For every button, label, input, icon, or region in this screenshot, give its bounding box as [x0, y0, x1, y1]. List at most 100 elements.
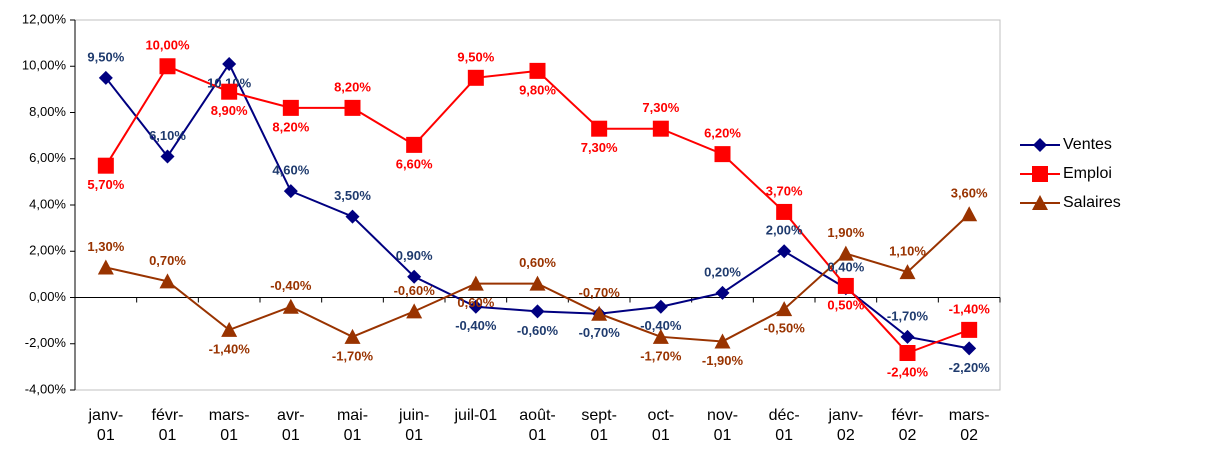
data-label: 9,50% [457, 49, 494, 64]
data-label: -0,40% [640, 318, 682, 333]
data-label: 8,90% [211, 103, 248, 118]
marker [529, 275, 546, 291]
x-tick-label: mai-01 [336, 407, 369, 444]
marker [777, 244, 792, 259]
x-tick-label: avr-01 [277, 407, 305, 444]
marker [714, 146, 731, 163]
data-label: 0,60% [457, 295, 494, 310]
data-label: 4,60% [272, 163, 309, 178]
marker [221, 321, 238, 337]
marker [529, 62, 546, 79]
data-label: 3,50% [334, 188, 371, 203]
marker [900, 329, 915, 344]
marker [406, 303, 423, 319]
marker [961, 321, 978, 338]
data-label: 1,90% [827, 225, 864, 240]
data-label: -0,50% [764, 321, 806, 336]
data-label: 10,10% [207, 75, 252, 90]
marker [653, 299, 668, 314]
marker [222, 56, 237, 71]
x-tick-label: janv-02 [828, 407, 864, 444]
data-label: 0,70% [149, 253, 186, 268]
data-label: -1,70% [640, 348, 682, 363]
y-tick-label: 10,00% [22, 58, 67, 73]
marker [283, 184, 298, 199]
data-label: -1,70% [887, 308, 929, 323]
marker [591, 120, 608, 137]
x-tick-label: mars-02 [948, 407, 990, 444]
data-label: -0,60% [394, 283, 436, 298]
data-label: 2,00% [766, 223, 803, 238]
data-label: -0,70% [579, 285, 621, 300]
data-label: 0,60% [519, 255, 556, 270]
data-label: 7,30% [642, 100, 679, 115]
x-tick-label: janv-01 [88, 407, 124, 444]
data-label: 1,10% [889, 244, 926, 259]
marker [591, 305, 608, 321]
marker [714, 333, 731, 349]
marker [406, 136, 423, 153]
data-label: 3,60% [951, 186, 988, 201]
marker [98, 70, 113, 85]
marker [159, 58, 176, 75]
y-tick-label: 8,00% [29, 104, 66, 119]
data-label: -0,60% [517, 323, 559, 338]
marker [467, 69, 484, 86]
data-label: -1,90% [702, 353, 744, 368]
x-tick-label: août-01 [519, 407, 556, 444]
marker [344, 99, 361, 116]
marker [530, 304, 545, 319]
data-label: 9,80% [519, 82, 556, 97]
marker [160, 149, 175, 164]
data-label: 1,30% [87, 239, 124, 254]
marker [652, 120, 669, 137]
marker [344, 328, 361, 344]
marker [467, 275, 484, 291]
marker [715, 285, 730, 300]
x-tick-label: oct-01 [647, 407, 675, 444]
data-label: 0,50% [827, 297, 864, 312]
data-label: 6,60% [396, 156, 433, 171]
x-tick-label: sept-01 [581, 407, 617, 444]
legend-marker [1032, 166, 1048, 182]
marker [899, 345, 916, 361]
data-label: 7,30% [581, 140, 618, 155]
y-tick-label: -2,00% [25, 335, 67, 350]
y-tick-label: 0,00% [29, 289, 66, 304]
y-tick-label: 2,00% [29, 243, 66, 258]
data-label: 5,70% [87, 177, 124, 192]
data-label: -2,20% [949, 360, 991, 375]
marker [97, 157, 114, 174]
data-label: 8,20% [334, 79, 371, 94]
x-tick-label: févr-01 [151, 407, 184, 444]
data-label: 3,70% [766, 183, 803, 198]
x-tick-label: déc-01 [768, 407, 800, 444]
marker [899, 264, 916, 280]
data-label: -1,70% [332, 348, 374, 363]
legend-marker [1033, 138, 1047, 152]
data-label: -2,40% [887, 364, 929, 379]
data-label: -0,70% [579, 325, 621, 340]
marker [961, 206, 978, 222]
data-label: 0,40% [827, 260, 864, 275]
marker [345, 209, 360, 224]
data-label: -0,40% [270, 278, 312, 293]
marker [407, 269, 422, 284]
legend-label: Ventes [1063, 136, 1112, 153]
marker [282, 99, 299, 116]
legend-label: Salaires [1063, 194, 1121, 211]
marker [159, 273, 176, 289]
x-tick-label: mars-01 [208, 407, 250, 444]
x-tick-label: juil-01 [454, 407, 498, 424]
marker [776, 203, 793, 220]
marker [837, 245, 854, 261]
marker [221, 83, 238, 100]
data-label: 9,50% [87, 49, 124, 64]
data-label: 6,10% [149, 128, 186, 143]
data-label: -1,40% [209, 341, 251, 356]
legend-label: Emploi [1063, 165, 1112, 182]
legend-marker [1032, 195, 1048, 210]
x-tick-label: juin-01 [399, 407, 430, 444]
marker [468, 299, 483, 314]
